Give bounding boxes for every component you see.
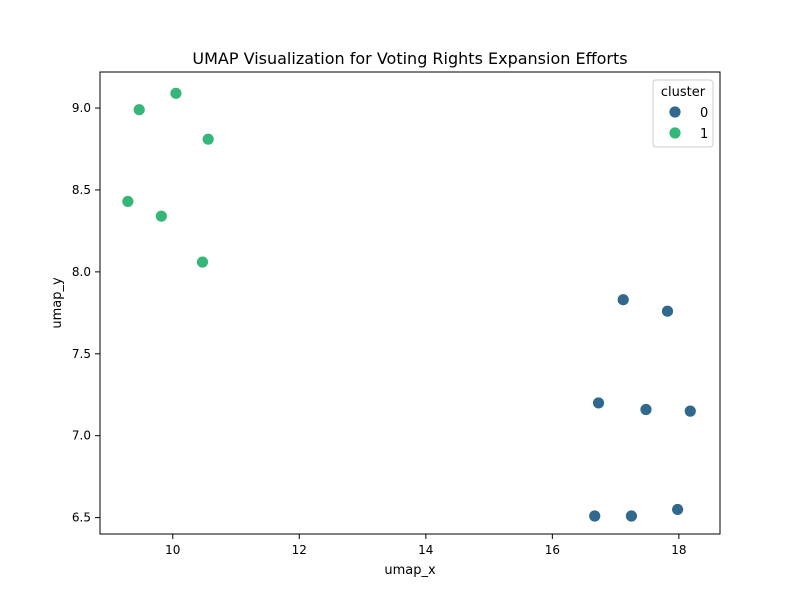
y-tick-label: 8.0	[72, 265, 91, 279]
data-point-cluster-0	[661, 304, 674, 318]
data-point-cluster-1	[201, 132, 215, 146]
axes-frame	[99, 71, 721, 535]
data-point-cluster-0	[639, 403, 653, 416]
y-tick-label: 9.0	[72, 101, 91, 115]
x-tick-label: 16	[545, 543, 560, 557]
chart-title: UMAP Visualization for Voting Rights Exp…	[192, 49, 627, 68]
y-tick-label: 6.5	[72, 511, 91, 525]
legend: cluster 01	[652, 79, 714, 148]
x-tick-label: 14	[418, 543, 433, 557]
y-axis-label: umap_y	[50, 277, 65, 329]
y-axis: 6.5 7.0 7.5 8.0 8.5 9.0	[72, 101, 100, 525]
data-point-cluster-0	[592, 396, 605, 410]
y-tick-label: 7.5	[72, 347, 91, 361]
x-tick-label: 10	[165, 543, 180, 557]
data-point-cluster-1	[121, 195, 135, 208]
y-tick-label: 7.0	[72, 429, 91, 443]
plot-area	[99, 71, 721, 535]
legend-title: cluster	[661, 85, 706, 100]
data-point-cluster-1	[154, 209, 168, 223]
x-tick-label: 12	[292, 543, 307, 557]
data-point-cluster-1	[132, 103, 146, 117]
legend-marker	[668, 126, 682, 140]
x-axis-label: umap_x	[384, 563, 436, 578]
legend-items: 01	[668, 105, 708, 142]
data-point-cluster-0	[683, 404, 697, 418]
y-tick-label: 8.5	[72, 183, 91, 197]
data-point-cluster-0	[671, 503, 685, 516]
data-point-cluster-1	[196, 255, 209, 269]
data-point-cluster-1	[169, 86, 183, 100]
legend-label: 0	[700, 106, 708, 121]
x-tick-label: 18	[671, 543, 686, 557]
legend-marker	[668, 105, 682, 119]
data-point-cluster-0	[625, 509, 638, 523]
points-layer	[121, 86, 697, 523]
x-axis: 10 12 14 16 18	[165, 534, 687, 557]
data-point-cluster-0	[616, 293, 630, 307]
legend-label: 1	[700, 127, 708, 142]
data-point-cluster-0	[588, 509, 602, 523]
legend-box	[652, 79, 714, 148]
